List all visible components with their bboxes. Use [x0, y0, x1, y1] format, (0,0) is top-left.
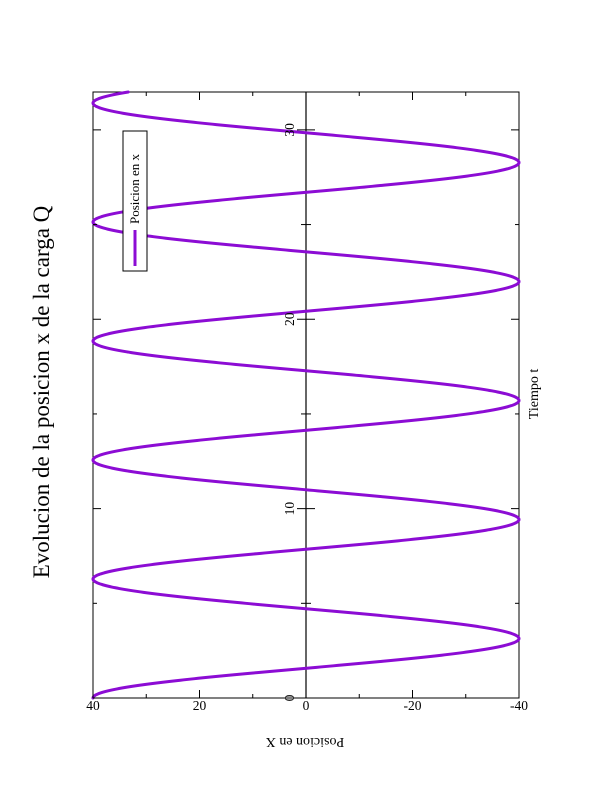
plot-area: 0 10 20 30 40 20 0 -20 -40 Posicion en x [86, 90, 528, 713]
legend: Posicion en x [122, 130, 148, 272]
y-axis-title: Posicion en X [266, 734, 345, 749]
x-tick-label: 30 [282, 123, 297, 137]
x-tick-label: 20 [282, 312, 297, 326]
y-tick-label: -40 [510, 698, 528, 713]
y-tick-label: 0 [303, 698, 310, 713]
tick-marks: 0 10 20 30 40 20 0 -20 -40 [86, 92, 528, 713]
legend-box [122, 130, 148, 272]
series-line-posicion-en-x [91, 90, 521, 700]
chart-title: Evolucion de la posicion x de la carga Q [29, 205, 54, 578]
x-axis-title: Tiempo t [527, 369, 542, 420]
y-tick-label: 40 [86, 698, 100, 713]
x-tick-label: 10 [282, 502, 297, 516]
y-tick-label: 20 [193, 698, 207, 713]
x-tick-label: 0 [282, 694, 297, 701]
legend-label: Posicion en x [127, 153, 142, 224]
y-tick-label: -20 [404, 698, 422, 713]
